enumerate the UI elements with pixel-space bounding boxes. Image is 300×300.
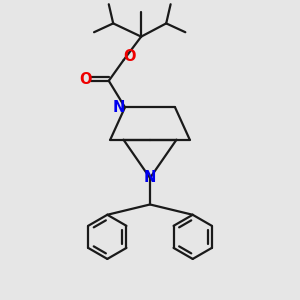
Text: O: O (80, 71, 92, 86)
Text: N: N (112, 100, 125, 115)
Text: O: O (124, 49, 136, 64)
Text: N: N (144, 170, 156, 185)
